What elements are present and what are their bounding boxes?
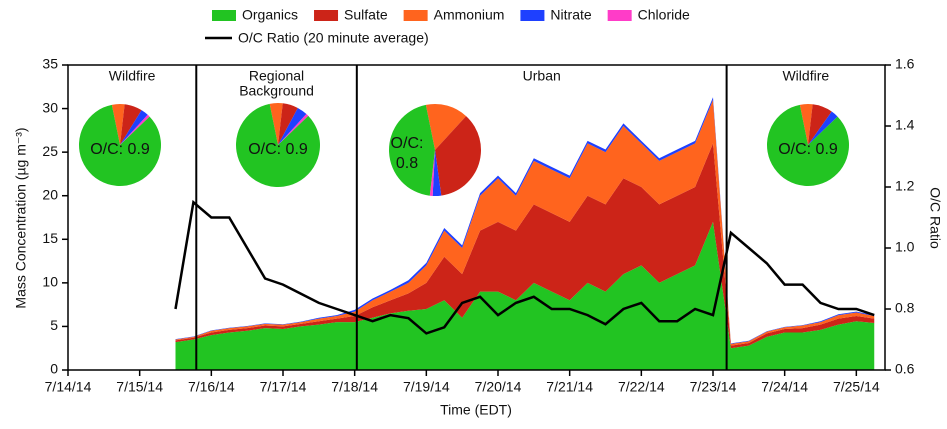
y2-tick-label: 0.8 — [895, 300, 915, 316]
legend-swatch — [520, 10, 545, 21]
region-label: Wildfire — [109, 68, 156, 84]
area-1 — [175, 143, 875, 349]
x-tick-label: 7/19/14 — [403, 379, 450, 395]
y2-tick-label: 1.6 — [895, 56, 915, 72]
pie-label: O/C: — [391, 135, 424, 152]
y-tick-label: 5 — [50, 317, 58, 333]
x-tick-label: 7/25/14 — [833, 379, 880, 395]
legend-swatch — [212, 10, 236, 21]
y2-tick-label: 1.0 — [895, 239, 915, 255]
legend-label: Chloride — [638, 7, 690, 23]
x-tick-label: 7/23/14 — [690, 379, 737, 395]
y2-tick-label: 1.4 — [895, 117, 915, 133]
pie-slice — [432, 150, 442, 196]
x-axis-label: Time (EDT) — [440, 402, 512, 418]
legend-label: O/C Ratio (20 minute average) — [238, 30, 429, 46]
pie-slice — [425, 104, 467, 150]
y-axis-label: Mass Concentration (µg m⁻³) — [13, 127, 29, 308]
region-label: Regional — [249, 68, 304, 84]
pie-slice — [429, 150, 435, 196]
line — [174, 199, 875, 335]
pie-slice — [808, 111, 838, 145]
area-0 — [175, 221, 875, 370]
legend-swatch — [607, 10, 632, 21]
pie-slice — [269, 103, 283, 145]
y-tick-label: 20 — [42, 186, 58, 202]
x-tick-label: 7/16/14 — [188, 379, 235, 395]
pie-slice — [236, 103, 320, 187]
pie-slice — [278, 114, 309, 145]
y2-tick-label: 1.2 — [895, 178, 915, 194]
area-2 — [175, 99, 875, 346]
pie-slice — [120, 114, 150, 145]
y2-tick-label: 0.6 — [895, 361, 915, 377]
legend-label: Sulfate — [344, 7, 388, 23]
x-tick-label: 7/24/14 — [761, 379, 808, 395]
x-tick-label: 7/14/14 — [45, 379, 92, 395]
x-tick-label: 7/17/14 — [260, 379, 307, 395]
legend-label: Organics — [242, 7, 298, 23]
legend-swatch — [314, 10, 339, 21]
pie-slice — [120, 110, 148, 145]
x-tick-label: 7/15/14 — [116, 379, 163, 395]
pie-slice — [120, 104, 142, 145]
pie-label: O/C: 0.9 — [90, 141, 150, 158]
pie-slice — [111, 104, 125, 145]
y-tick-label: 0 — [50, 361, 58, 377]
pie-slice — [435, 116, 481, 196]
pie-slice — [389, 104, 435, 196]
pie-slice — [278, 103, 298, 145]
region-label: Urban — [523, 68, 561, 84]
pie-slice — [78, 104, 161, 186]
pie-slice — [799, 103, 813, 145]
pie-label: 0.8 — [396, 155, 418, 172]
x-tick-label: 7/22/14 — [618, 379, 665, 395]
pie-slice — [808, 104, 832, 145]
x-tick-label: 7/18/14 — [331, 379, 378, 395]
pie-label: O/C: 0.9 — [778, 141, 838, 158]
legend-label: Ammonium — [434, 7, 505, 23]
region-label: Background — [239, 83, 314, 99]
legend-label: Nitrate — [550, 7, 591, 23]
region-label: Wildfire — [782, 68, 829, 84]
y-tick-label: 30 — [42, 99, 58, 115]
x-tick-label: 7/20/14 — [475, 379, 522, 395]
pie-slice — [278, 107, 307, 145]
y-tick-label: 25 — [42, 143, 58, 159]
plot-frame — [67, 64, 886, 371]
legend-swatch — [403, 10, 428, 21]
pie-slice — [766, 104, 849, 186]
y-tick-label: 35 — [42, 56, 58, 72]
y2-axis-label: O/C Ratio — [927, 187, 943, 249]
pie-label: O/C: 0.9 — [248, 141, 308, 158]
y-tick-label: 15 — [42, 230, 58, 246]
y-tick-label: 10 — [42, 274, 58, 290]
x-tick-label: 7/21/14 — [546, 379, 593, 395]
